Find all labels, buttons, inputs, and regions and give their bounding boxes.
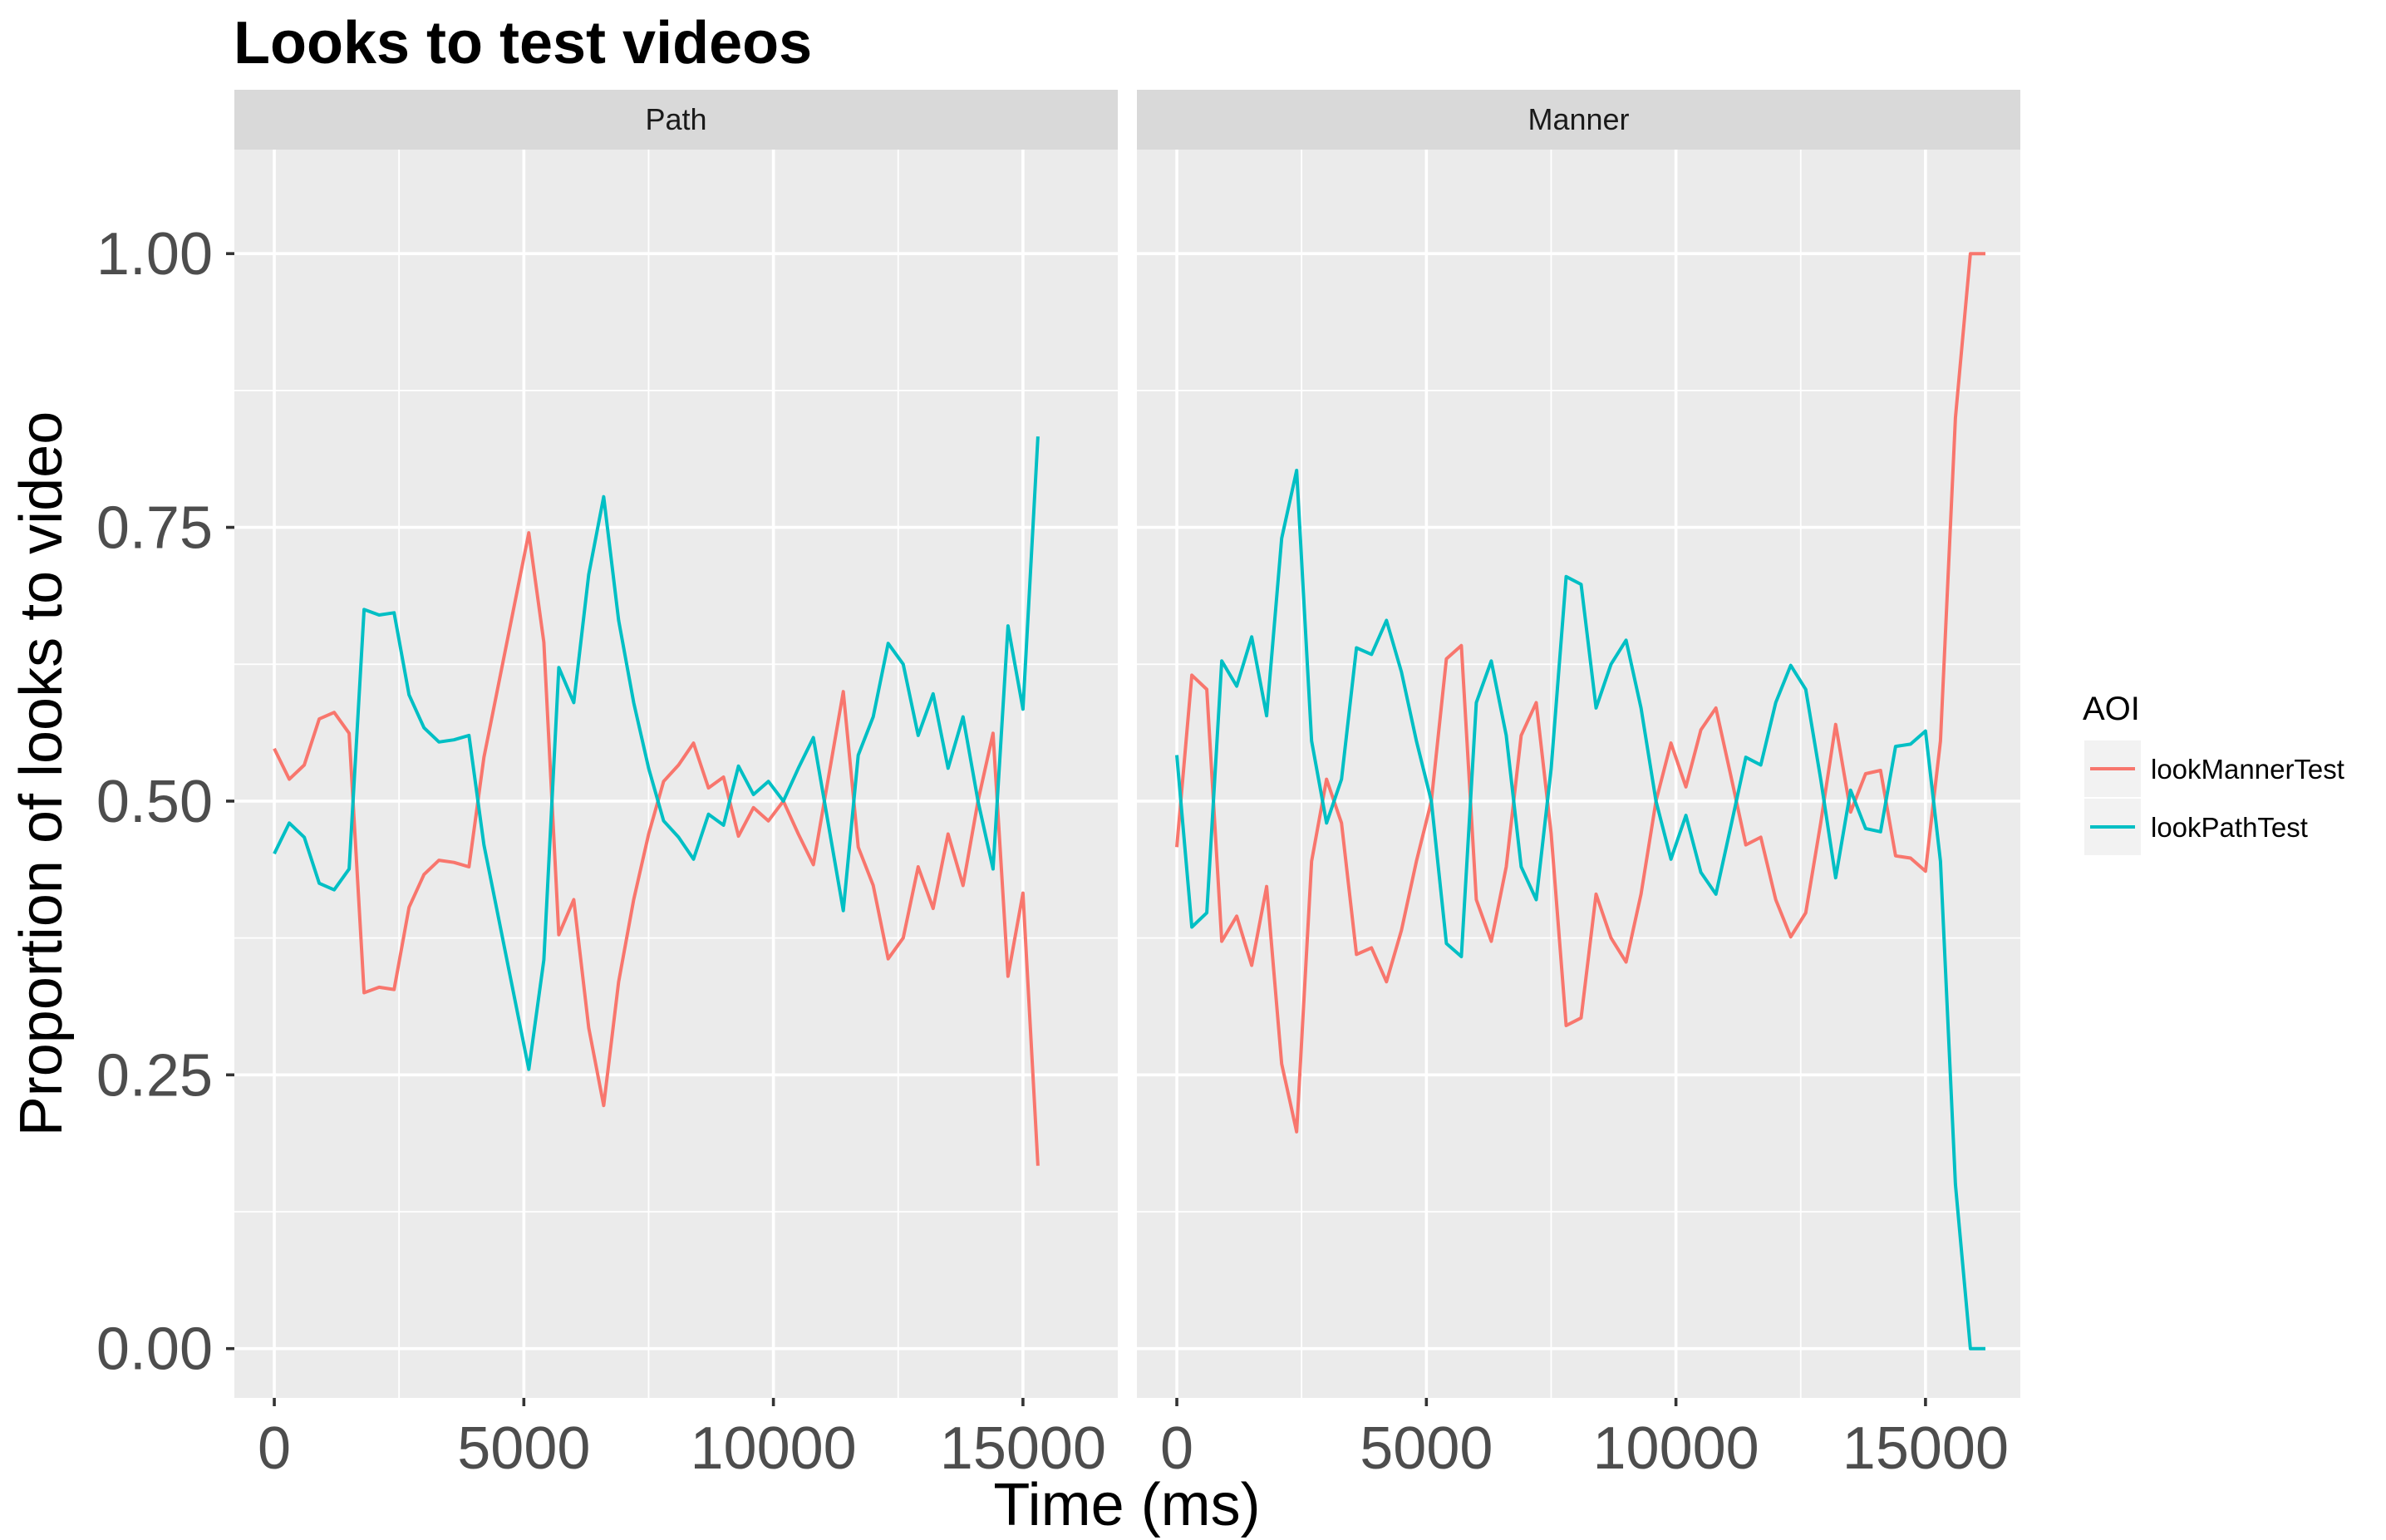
x-tick-label: 0 — [258, 1415, 291, 1482]
strip-background-path — [234, 90, 1118, 150]
x-tick-label: 5000 — [1360, 1415, 1493, 1482]
y-tick-label: 0.75 — [96, 495, 213, 562]
x-axis: 0 5000 10000 15000 0 5000 10000 15000 — [258, 1398, 2009, 1482]
panel-path: Path — [234, 90, 1118, 1398]
x-tick-label: 0 — [1160, 1415, 1193, 1482]
y-axis-label: Proportion of looks to video — [8, 411, 75, 1137]
x-tick-label: 15000 — [1842, 1415, 2009, 1482]
y-axis: 0.00 0.25 0.50 0.75 1.00 — [96, 221, 234, 1383]
plot-background-manner — [1137, 150, 2020, 1398]
series-line-lookpathtest — [273, 436, 1040, 1071]
panel-manner: Manner — [1137, 90, 2020, 1398]
strip-label-manner: Manner — [1528, 102, 1629, 136]
grid-lines-manner — [1137, 150, 2020, 1398]
y-tick-label: 0.00 — [96, 1316, 213, 1383]
x-tick-label: 5000 — [457, 1415, 590, 1482]
grid-lines-path — [234, 150, 1118, 1398]
x-tick-label: 10000 — [1593, 1415, 1759, 1482]
plot-background-path — [234, 150, 1118, 1398]
legend: AOI lookMannerTest lookPathTest — [2083, 691, 2344, 855]
y-tick-label: 0.25 — [96, 1042, 213, 1109]
series-line-lookmannertest — [1175, 252, 1985, 1134]
series-lines-manner — [1175, 252, 1985, 1351]
legend-label-lookpathtest: lookPathTest — [2151, 812, 2308, 843]
series-line-lookmannertest — [273, 531, 1040, 1166]
legend-title: AOI — [2083, 691, 2140, 727]
x-tick-label: 15000 — [940, 1415, 1106, 1482]
legend-label-lookmannertest: lookMannerTest — [2151, 754, 2344, 785]
y-tick-label: 0.50 — [96, 769, 213, 835]
series-lines-path — [273, 436, 1040, 1166]
strip-background-manner — [1137, 90, 2020, 150]
x-axis-label: Time (ms) — [993, 1472, 1260, 1538]
y-tick-label: 1.00 — [96, 221, 213, 288]
chart-title: Looks to test videos — [234, 10, 812, 76]
x-tick-label: 10000 — [691, 1415, 857, 1482]
strip-label-path: Path — [645, 102, 706, 136]
series-line-lookpathtest — [1175, 469, 1985, 1351]
